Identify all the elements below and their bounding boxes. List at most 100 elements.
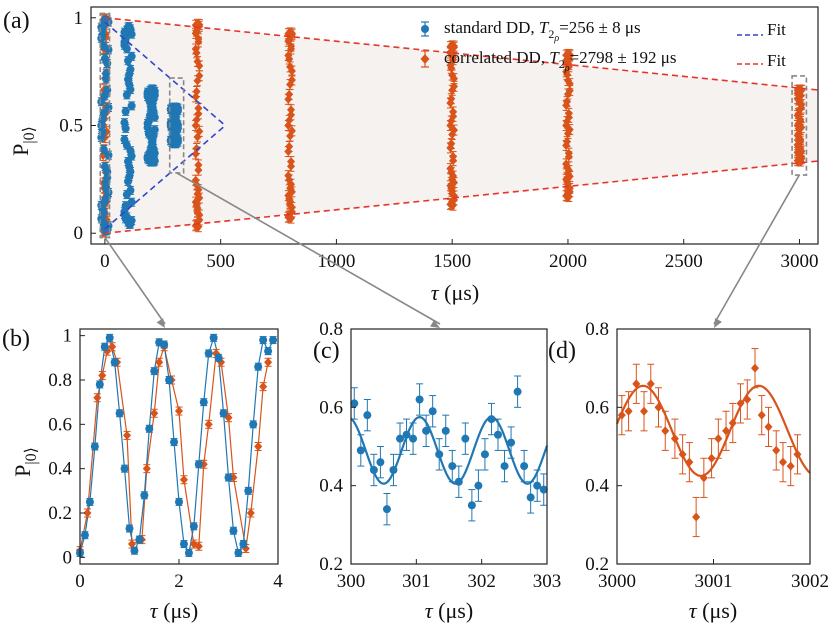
panel-d-point: [736, 398, 745, 408]
standard-point: [121, 124, 130, 133]
standard-point: [229, 526, 238, 535]
panel-a-xtick-label: 500: [206, 251, 235, 272]
correlated-point: [565, 79, 574, 89]
correlated-point: [246, 508, 255, 518]
panel-c: 300 301 302 303 0.2 0.4 0.6 0.8 (c) τ (μs): [313, 319, 561, 623]
correlated-point: [123, 430, 132, 440]
standard-point: [171, 103, 180, 112]
correlated-point: [449, 178, 458, 188]
correlated-point: [108, 342, 117, 352]
legend-standard-marker: [421, 25, 429, 33]
correlated-point: [191, 149, 200, 159]
standard-point: [189, 522, 198, 531]
correlated-point: [194, 541, 203, 551]
legend-correlated-value: =2798 ± 192 μs: [570, 48, 677, 67]
panel-b-xlabel: τ (μs): [150, 598, 198, 623]
standard-point: [126, 167, 135, 176]
panel-d-point: [617, 410, 626, 420]
correlated-point: [284, 147, 293, 157]
standard-point: [110, 358, 119, 367]
panel-c-fit-curve: [350, 416, 549, 485]
correlated-point: [287, 66, 296, 76]
standard-point: [115, 409, 124, 418]
panel-a-xtick-label: 3000: [780, 251, 818, 272]
panel-c-point: [350, 399, 359, 408]
standard-point: [145, 127, 154, 136]
panel-d-xtick-label: 3002: [791, 571, 829, 592]
standard-point: [105, 333, 114, 342]
standard-point: [194, 460, 203, 469]
ylabel-main: P: [8, 144, 33, 156]
zoom-connector-line: [104, 237, 166, 325]
panel-d-frame: [616, 328, 811, 565]
zoom-connector-line: [713, 174, 800, 325]
standard-point: [259, 336, 268, 345]
panel-b-xlabel-unit: (μs): [158, 598, 199, 623]
panel-a-xtick-label: 2500: [665, 251, 703, 272]
panel-d-ytick-label: 0.4: [585, 476, 609, 497]
panel-a-xtick-label: 1500: [433, 251, 471, 272]
standard-point: [244, 486, 253, 495]
standard-point: [102, 74, 111, 83]
panel-d-ytick-label: 0.2: [585, 554, 609, 575]
panel-d-xlabel-unit: (μs): [697, 598, 738, 623]
standard-point: [102, 16, 111, 25]
panel-c-xlabel-unit: (μs): [433, 598, 474, 623]
panel-a-xtick-label: 1000: [317, 251, 355, 272]
correlated-point: [192, 115, 201, 125]
correlated-point: [564, 152, 573, 162]
standard-point: [170, 438, 179, 447]
standard-point: [269, 336, 278, 345]
correlated-point: [287, 161, 296, 171]
panel-d-point: [654, 402, 663, 412]
panel-a-xlabel: τ (μs): [431, 280, 479, 305]
panel-d-point: [757, 410, 766, 420]
correlated-point: [286, 80, 295, 90]
standard-point: [127, 52, 136, 61]
zoom-connector-arrowhead: [156, 318, 165, 328]
panel-b-ytick-label: 1: [63, 326, 73, 347]
panel-d-point: [778, 457, 787, 467]
panel-b-xtick-label: 4: [273, 571, 283, 592]
correlated-point: [191, 92, 200, 102]
correlated-point: [284, 51, 293, 61]
panel-a-label: (a): [3, 8, 30, 34]
standard-point: [234, 548, 243, 557]
panel-d-ticks: 3000 3001 3002 0.2 0.4 0.6 0.8: [585, 319, 829, 592]
standard-point: [121, 201, 130, 210]
standard-point: [126, 186, 135, 195]
correlated-point: [284, 94, 293, 104]
standard-point: [172, 132, 181, 141]
panel-c-data: [350, 375, 549, 526]
panel-d-data: [615, 348, 811, 538]
standard-point: [99, 219, 108, 228]
panel-d-point: [786, 461, 795, 471]
standard-point: [264, 347, 273, 356]
standard-point: [145, 424, 154, 433]
panel-c-point: [402, 430, 411, 439]
correlated-point: [447, 116, 456, 126]
panel-c-point: [441, 426, 450, 435]
panel-c-xtick-label: 300: [337, 571, 366, 592]
panel-d-xtick-label: 3001: [695, 571, 733, 592]
panel-d-fit-curve: [615, 384, 811, 477]
panel-a-ytick-label: 0: [74, 223, 84, 244]
panel-a-fits: [104, 16, 819, 235]
panel-d-ytick-label: 0.6: [585, 397, 609, 418]
panel-c-xtick-label: 303: [533, 571, 562, 592]
panel-b-data: [76, 333, 278, 557]
panel-c-point: [389, 466, 398, 474]
standard-point: [214, 353, 223, 362]
correlated-point: [286, 131, 295, 141]
panel-b-ytick-label: 0.8: [48, 370, 72, 391]
panel-c-ytick-label: 0.4: [319, 476, 343, 497]
standard-point: [100, 342, 109, 351]
legend-entry-fit-standard: Fit: [737, 20, 786, 39]
correlated-point: [794, 119, 803, 129]
standard-point: [127, 152, 136, 161]
panel-b-ylabel-sub: |0⟩: [23, 447, 40, 464]
panel-b-xtick-label: 0: [75, 571, 85, 592]
correlated-point: [142, 464, 151, 474]
panel-b: 0 2 4 0 0.2 0.4 0.6 0.8 1 (b) P|0⟩ τ (μs): [2, 326, 283, 623]
panel-a-ylabel: P|0⟩: [8, 126, 38, 156]
